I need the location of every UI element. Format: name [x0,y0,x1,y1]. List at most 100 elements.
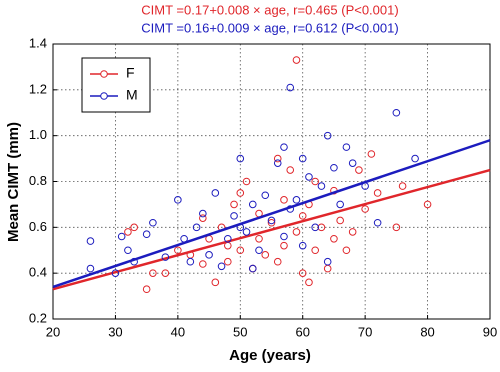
point [161,269,170,277]
point [348,159,357,167]
point [305,278,313,287]
point [311,177,320,186]
point [330,234,338,243]
point [248,200,257,209]
point [298,154,307,163]
point [217,262,226,271]
point [273,257,282,266]
point [142,285,151,294]
point [311,223,320,232]
point [261,191,270,200]
point [199,209,207,218]
x-tick-label: 30 [108,324,122,339]
point [117,232,126,241]
y-tick-label: 1.4 [29,35,47,50]
x-tick-label: 90 [483,324,497,339]
x-tick-label: 60 [295,324,309,339]
point [248,264,257,273]
point [423,200,432,209]
point [398,182,407,190]
point [355,166,363,174]
point [161,253,170,261]
point [280,196,288,204]
point [236,189,245,197]
point [292,56,301,64]
annotation: CIMT =0.16+0.009 × age, r=0.612 (P<0.001… [141,20,398,35]
point [130,223,138,232]
point [392,108,401,117]
fit-line [52,168,491,291]
legend-marker [100,70,108,78]
point [174,196,182,204]
point [342,246,351,255]
point [411,154,419,163]
point [199,214,207,222]
legend-label: F [126,65,135,81]
point [255,234,263,243]
point [149,269,157,277]
point [392,223,401,232]
plot-frame [52,43,491,320]
point [298,269,307,277]
point [311,246,320,255]
point [242,228,251,236]
point [273,154,282,163]
point [211,278,220,287]
point [192,223,201,232]
fit-line [52,139,491,289]
point [361,205,369,213]
point [305,173,313,181]
point [273,159,282,167]
x-tick-label: 40 [171,324,185,339]
point [261,251,270,259]
point [230,200,238,209]
legend-box [81,57,151,113]
point [111,269,120,277]
point [342,143,351,151]
point [323,131,332,140]
annotation: CIMT =0.17+0.008 × age, r=0.465 (P<0.001… [141,2,398,17]
point [236,154,245,163]
point [292,228,301,236]
point [348,228,357,236]
legend-label: M [126,87,138,103]
y-tick-label: 1.2 [29,81,47,96]
point [280,143,288,151]
point [373,218,382,227]
point [124,228,132,236]
point [292,196,301,204]
point [298,212,307,220]
point [124,246,132,255]
point [142,230,151,239]
point [317,182,326,190]
point [236,246,245,255]
y-tick-label: 0.4 [29,265,47,280]
point [199,260,207,268]
point [230,212,238,220]
x-tick-label: 50 [233,324,247,339]
y-tick-label: 0.2 [29,310,47,325]
point [280,241,288,250]
x-tick-label: 80 [420,324,434,339]
x-axis-label: Age (years) [229,347,311,364]
point [336,200,344,209]
point [323,264,332,273]
point [267,216,276,225]
point [286,166,295,174]
point [330,163,338,172]
y-tick-label: 0.6 [29,219,47,234]
point [367,150,376,158]
point [336,216,344,225]
point [267,218,276,227]
x-tick-label: 70 [358,324,372,339]
point [86,264,95,273]
point [149,218,157,227]
y-tick-label: 1.0 [29,127,47,142]
y-tick-label: 0.8 [29,173,47,188]
point [224,234,232,243]
point [255,246,263,255]
point [205,251,213,259]
y-axis-label: Mean CIMT (mm) [5,122,22,242]
legend-marker [100,92,108,100]
